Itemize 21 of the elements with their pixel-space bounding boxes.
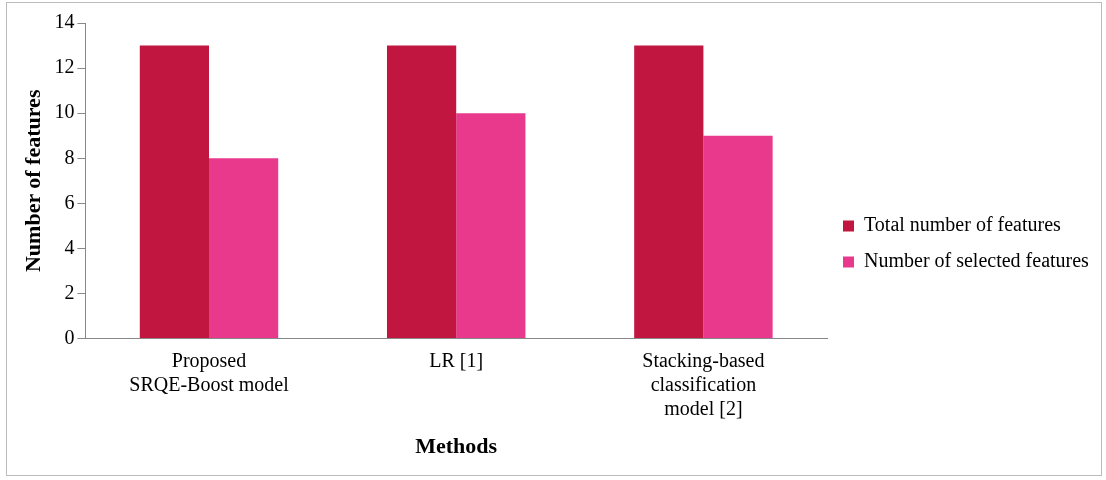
bar bbox=[386, 45, 457, 339]
y-tick-label: 12 bbox=[54, 55, 75, 78]
legend-label: Number of selected features bbox=[864, 249, 1090, 272]
y-tick-label: 2 bbox=[64, 280, 75, 303]
y-tick-label: 10 bbox=[54, 100, 75, 123]
bar bbox=[209, 158, 279, 339]
bar bbox=[139, 45, 209, 339]
x-tick-label: Stacking-based classification model [2] bbox=[642, 348, 765, 419]
y-tick-label: 0 bbox=[64, 325, 75, 348]
x-axis-title: Methods bbox=[415, 433, 498, 459]
x-tick-label: Proposed SRQE-Boost model bbox=[129, 348, 290, 395]
y-axis-title: Number of features bbox=[19, 89, 45, 273]
y-tick-label: 14 bbox=[54, 10, 75, 33]
legend-label: Total number of features bbox=[864, 213, 1062, 236]
y-tick-label: 8 bbox=[64, 145, 75, 168]
x-tick-label: LR [1] bbox=[429, 348, 484, 371]
bar bbox=[456, 113, 526, 339]
y-tick-label: 6 bbox=[64, 190, 75, 213]
bar bbox=[703, 135, 773, 339]
bar bbox=[634, 45, 704, 339]
y-tick-label: 4 bbox=[64, 235, 75, 258]
